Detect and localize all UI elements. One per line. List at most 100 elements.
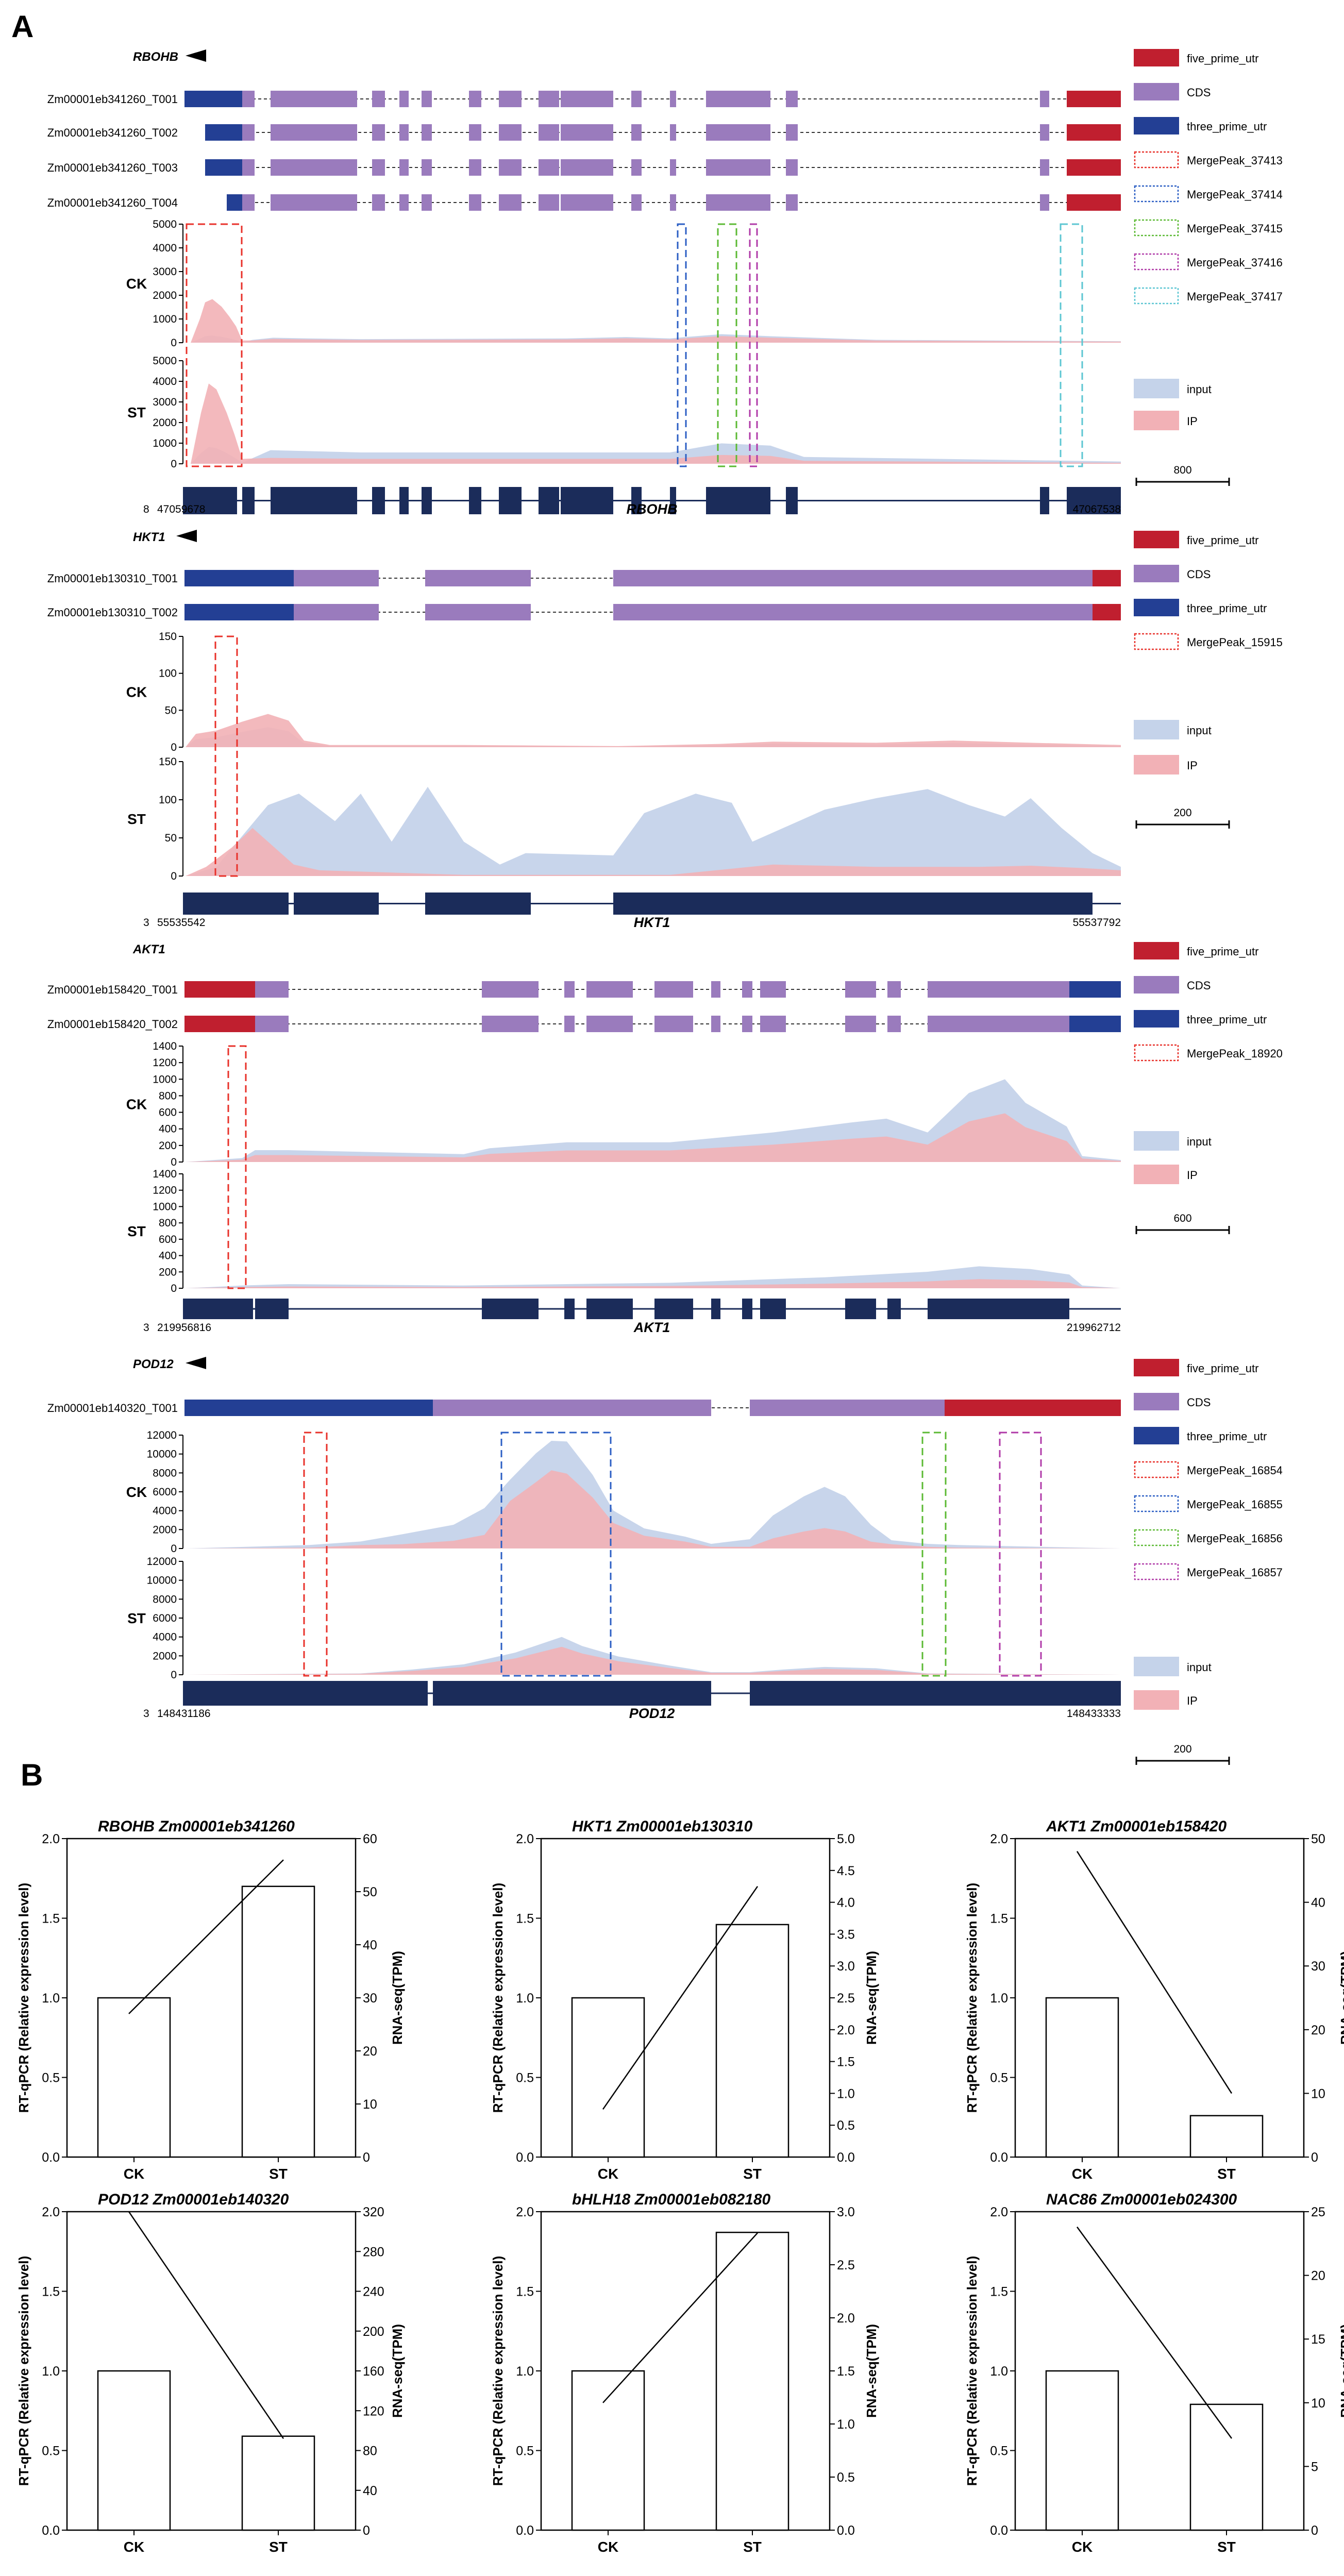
transcript-row: Zm00001eb130310_T002: [47, 604, 1121, 620]
y2-tick-label: 320: [363, 2205, 384, 2219]
y-tick-label: 150: [159, 756, 177, 768]
ip-coverage-area: [191, 299, 1121, 343]
gene-block: [711, 1299, 720, 1319]
y-tick-label: 0.0: [516, 2523, 534, 2538]
y2-tick-label: 5.0: [837, 1832, 855, 1846]
legend-swatch: [1134, 1393, 1179, 1410]
gene-block: [887, 1299, 901, 1319]
y-tick-label: 1.5: [42, 1912, 60, 1926]
cds-block: [271, 91, 357, 107]
cds-block: [294, 570, 379, 586]
input-coverage-area: [186, 1441, 1121, 1548]
gene-model-label: HKT1: [634, 915, 670, 930]
y2-tick-label: 4.0: [837, 1896, 855, 1910]
cds-block: [654, 1016, 693, 1032]
cds-block: [613, 570, 1093, 586]
gene-block: [183, 1681, 428, 1706]
y-tick-label: 10000: [147, 1575, 177, 1587]
legend-swatch: [1134, 411, 1179, 430]
y2-tick-label: 0: [1311, 2523, 1318, 2538]
cds-block: [670, 159, 676, 176]
cds-block: [433, 1400, 711, 1416]
y-tick-label: 2.0: [516, 1832, 534, 1846]
bar: [715, 1924, 789, 2158]
panel-a-tracks: RBOHB Zm00001eb341260_T001 Zm00001eb341260…: [47, 49, 1283, 1765]
cds-block: [399, 159, 409, 176]
legend-swatch: [1134, 1131, 1179, 1151]
ip-coverage-area: [186, 714, 1121, 747]
chart-1: HKT1 Zm00001eb130310 0.0 0.5 1.0 1.5 2.0 0.0 0.…: [490, 1818, 879, 2182]
legend-label: CDS: [1187, 568, 1211, 581]
transcript-label: Zm00001eb158420_T001: [47, 983, 178, 996]
cds-block: [1040, 159, 1049, 176]
cds-block: [399, 91, 409, 107]
track-legend: five_prime_utr CDS three_prime_utr MergePea…: [1134, 531, 1283, 775]
legend-label: MergePeak_15915: [1187, 636, 1283, 649]
cds-block: [255, 1016, 289, 1032]
peak-box: [999, 1432, 1042, 1677]
legend-swatch: [1134, 531, 1179, 548]
gene-block: [654, 1299, 693, 1319]
legend-swatch: [1134, 83, 1179, 100]
cds-block: [271, 159, 357, 176]
five-prime-utr-block: [1093, 604, 1121, 620]
y-tick-label: 1.0: [990, 1991, 1008, 2006]
start-coordinate: 55535542: [157, 917, 205, 929]
y-tick-label: 0: [171, 1669, 177, 1681]
scale-bar-label: 600: [1173, 1213, 1191, 1224]
transcript-label: Zm00001eb158420_T002: [47, 1018, 178, 1031]
y-tick-label: 0: [171, 337, 177, 349]
legend-label: IP: [1187, 1694, 1198, 1707]
legend-peak-swatch: [1134, 1495, 1179, 1512]
y-tick-label: 200: [159, 1140, 177, 1152]
gene-block: [539, 487, 559, 514]
five-prime-utr-block: [1067, 194, 1121, 211]
x-tick-label: CK: [1072, 2166, 1093, 2182]
chart-3: POD12 Zm00001eb140320 0.0 0.5 1.0 1.5 2.0 0 40 8…: [16, 2191, 405, 2555]
track-legend: five_prime_utr CDS three_prime_utr MergePea…: [1134, 1359, 1283, 1710]
cds-block: [425, 570, 531, 586]
cds-block: [887, 1016, 901, 1032]
cds-block: [613, 604, 1093, 620]
cds-block: [499, 194, 522, 211]
cds-block: [631, 124, 642, 141]
y-tick-label: 1200: [153, 1057, 177, 1069]
y-tick-label: 1.5: [990, 2285, 1008, 2299]
legend-label: IP: [1187, 759, 1198, 772]
y2-axis-label: RNA-seq(TPM): [390, 2324, 405, 2418]
three-prime-utr-block: [1069, 981, 1121, 998]
coverage-ck: 5000 4000 3000 2000 1000 0 CK: [126, 218, 1121, 349]
cds-block: [482, 981, 539, 998]
y-axis-label: RT-qPCR (Relative expression level): [16, 1883, 31, 2113]
gene-name: POD12: [133, 1357, 174, 1371]
rnaseq-line: [128, 1859, 284, 2014]
transcript-row: Zm00001eb140320_T001: [47, 1400, 1121, 1416]
bar: [1045, 2370, 1119, 2531]
rnaseq-line: [602, 1885, 759, 2110]
three-prime-utr-block: [184, 604, 294, 620]
five-prime-utr-block: [184, 1016, 255, 1032]
cds-block: [786, 124, 798, 141]
transcript-row: Zm00001eb341260_T003: [47, 159, 1121, 176]
y2-tick-label: 3.5: [837, 1927, 855, 1942]
cds-block: [422, 124, 432, 141]
three-prime-utr-block: [205, 159, 242, 176]
cds-block: [539, 124, 559, 141]
y-tick-label: 100: [159, 668, 177, 680]
chart-0: RBOHB Zm00001eb341260 0.0 0.5 1.0 1.5 2.0 0 10 2…: [16, 1818, 405, 2182]
y2-tick-label: 20: [1311, 2269, 1325, 2283]
bar: [1189, 2403, 1264, 2531]
y-tick-label: 12000: [147, 1556, 177, 1568]
y-tick-label: 0.0: [42, 2523, 60, 2538]
chart-title: HKT1 Zm00001eb130310: [572, 1818, 753, 1835]
end-coordinate: 219962712: [1067, 1322, 1121, 1334]
gene-block: [1067, 487, 1121, 514]
gene-block: [422, 487, 432, 514]
five-prime-utr-block: [1067, 91, 1121, 107]
y2-tick-label: 3.0: [837, 1959, 855, 1974]
y-tick-label: 2000: [153, 290, 177, 301]
y-tick-label: 3000: [153, 396, 177, 408]
chart-title: POD12 Zm00001eb140320: [98, 2191, 289, 2208]
track-pod12: POD12 Zm00001eb140320_T001 12000 10000 8000 6…: [47, 1357, 1283, 1765]
gene-block: [631, 487, 642, 514]
